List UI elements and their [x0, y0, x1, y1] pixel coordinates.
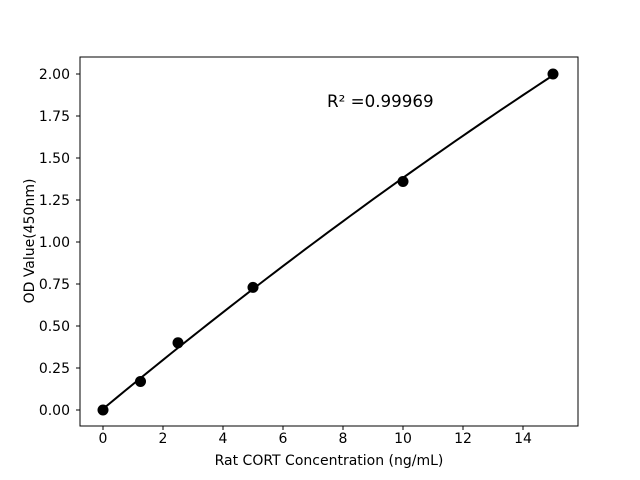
y-axis-label: OD Value(450nm) — [22, 178, 38, 304]
x-tick-label: 0 — [99, 431, 108, 447]
x-tick-label: 8 — [339, 431, 348, 447]
x-tick-label: 12 — [454, 431, 472, 447]
x-axis-label: Rat CORT Concentration (ng/mL) — [214, 453, 444, 469]
plot-frame — [79, 56, 579, 427]
x-tick-label: 2 — [159, 431, 168, 447]
fit-curve — [102, 74, 554, 410]
y-tick-label: 1.25 — [39, 193, 70, 209]
r-squared-annotation: R² =0.99969 — [327, 91, 434, 111]
y-tick-label: 0.00 — [39, 403, 70, 419]
x-tick-label: 4 — [219, 431, 228, 447]
y-tick-label: 2.00 — [39, 67, 70, 83]
y-tick-label: 1.00 — [39, 235, 70, 251]
data-point — [247, 281, 259, 293]
x-tick-label: 14 — [514, 431, 532, 447]
y-tick-label: 0.50 — [39, 319, 70, 335]
y-tick-label: 0.75 — [39, 277, 70, 293]
data-point — [172, 337, 184, 349]
y-tick-label: 1.50 — [39, 151, 70, 167]
data-point — [547, 68, 559, 80]
data-point — [97, 404, 109, 416]
data-point — [135, 375, 146, 387]
y-tick-label: 1.75 — [39, 109, 70, 125]
x-tick-label: 10 — [394, 431, 412, 447]
data-point — [397, 176, 409, 188]
x-tick-label: 6 — [279, 431, 288, 447]
y-tick-label: 0.25 — [39, 361, 70, 377]
